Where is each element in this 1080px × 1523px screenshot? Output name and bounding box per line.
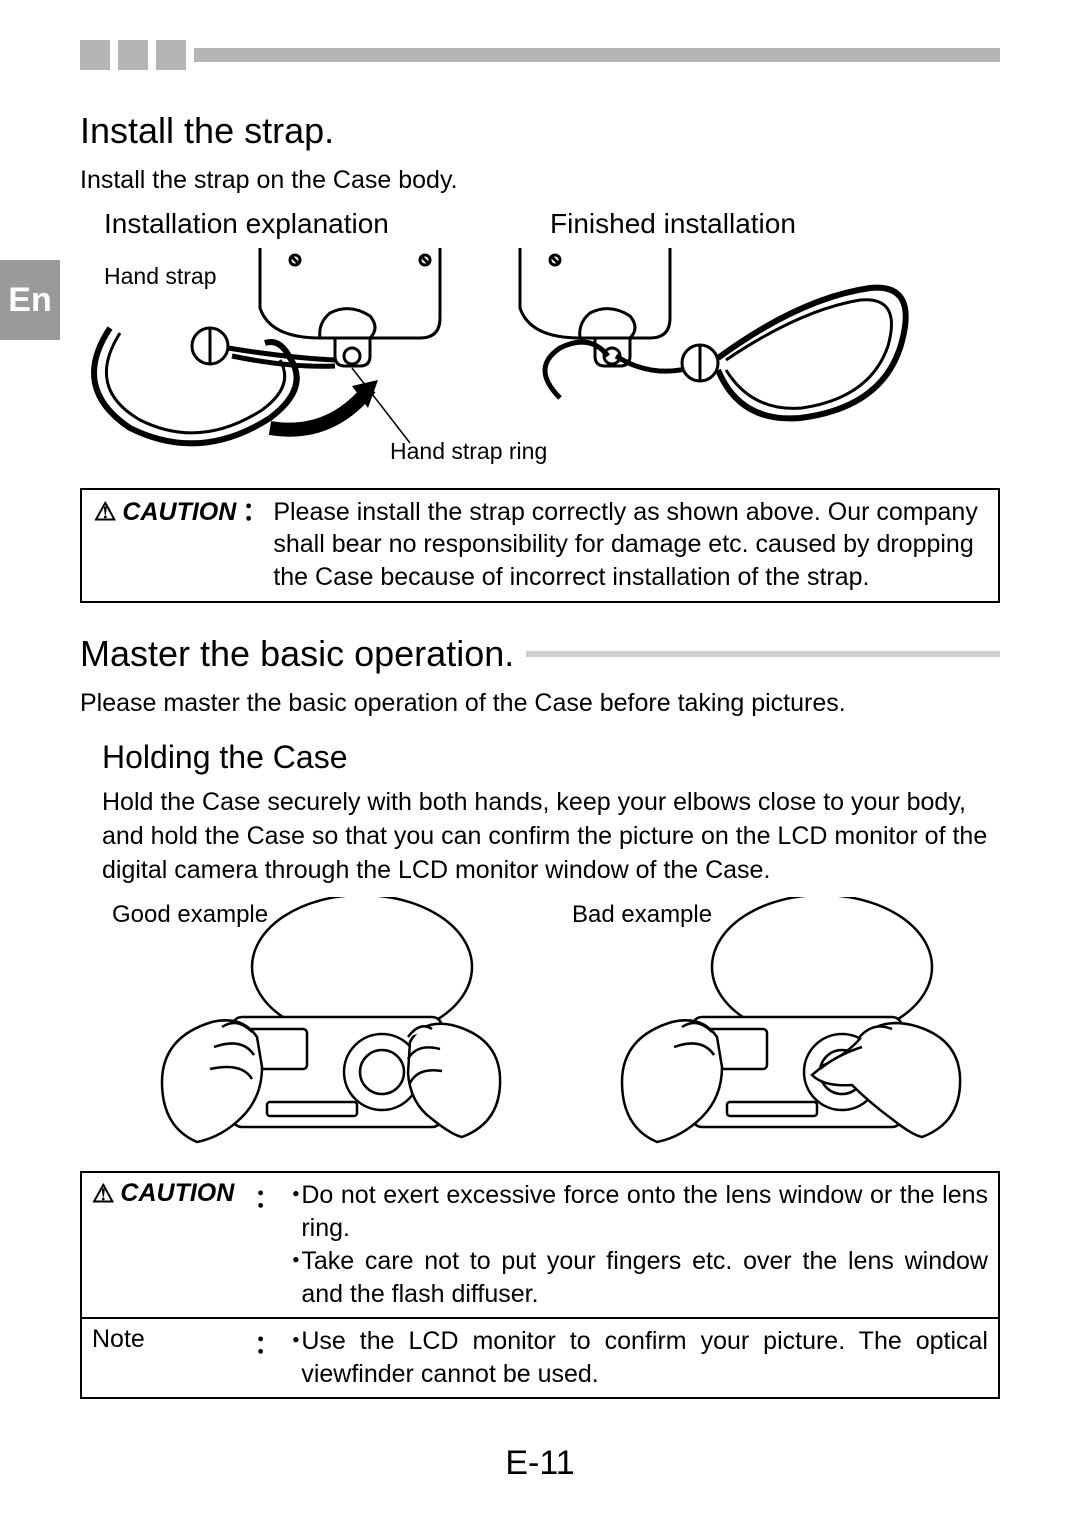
heading-text: Install the strap. [80,110,334,152]
top-square-icon [156,40,186,70]
heading-install-strap: Install the strap. [80,110,1000,152]
list-item: Do not exert excessive force onto the le… [283,1179,988,1245]
caution-label: ⚠ CAUTION [94,496,236,594]
list-item: Take care not to put your fingers etc. o… [283,1245,988,1311]
holding-body: Hold the Case securely with both hands, … [102,786,1000,887]
caution-colon: ： [254,1179,279,1311]
bad-example-illustration [562,897,982,1157]
note-bullet-list: Use the LCD monitor to confirm your pict… [283,1325,988,1391]
warning-icon: ⚠ [94,496,116,529]
caution-label: ⚠ CAUTION [92,1179,234,1209]
section-master-operation: Master the basic operation. Please maste… [80,633,1000,1399]
strap-caution-text: Please install the strap correctly as sh… [273,496,986,594]
caution-colon: ： [242,496,267,594]
page-number: E-11 [0,1444,1080,1483]
strap-figure: Installation explanation Finished instal… [80,208,1000,478]
table-row: Note ： Use the LCD monitor to confirm yo… [81,1318,999,1398]
caution-word: CAUTION [122,496,236,529]
holding-figures-row: Good example [102,897,1000,1157]
master-intro: Please master the basic operation of the… [80,687,1000,721]
strap-install-illustration [80,238,510,468]
caution-word: CAUTION [120,1179,234,1208]
note-colon: ： [254,1325,279,1391]
heading-rule [526,651,1000,657]
figure-bad-example: Bad example [562,897,982,1157]
top-rule [194,48,1000,62]
top-bar [80,40,1000,70]
warning-icon: ⚠ [92,1179,114,1209]
table-row: ⚠ CAUTION ： Do not exert excessive force… [81,1172,999,1318]
note-label: Note [92,1325,145,1353]
good-example-illustration [102,897,522,1157]
strap-intro: Install the strap on the Case body. [80,164,1000,198]
heading-text: Master the basic operation. [80,633,514,675]
section-install-strap: Install the strap. Install the strap on … [80,110,1000,603]
strap-finished-illustration [500,238,920,468]
strap-caution-box: ⚠ CAUTION ： Please install the strap cor… [80,488,1000,604]
heading-master-operation: Master the basic operation. [80,633,1000,675]
language-tab: En [0,260,60,340]
list-item: Use the LCD monitor to confirm your pict… [283,1325,988,1391]
caution-bullet-list: Do not exert excessive force onto the le… [283,1179,988,1311]
top-square-icon [80,40,110,70]
caption-finished-install: Finished installation [550,208,796,240]
caution-note-table: ⚠ CAUTION ： Do not exert excessive force… [80,1171,1000,1399]
top-square-icon [118,40,148,70]
figure-good-example: Good example [102,897,522,1157]
heading-holding-case: Holding the Case [102,739,1000,776]
caption-install-explanation: Installation explanation [104,208,389,240]
manual-page: En Install the strap. Install the strap … [0,0,1080,1523]
